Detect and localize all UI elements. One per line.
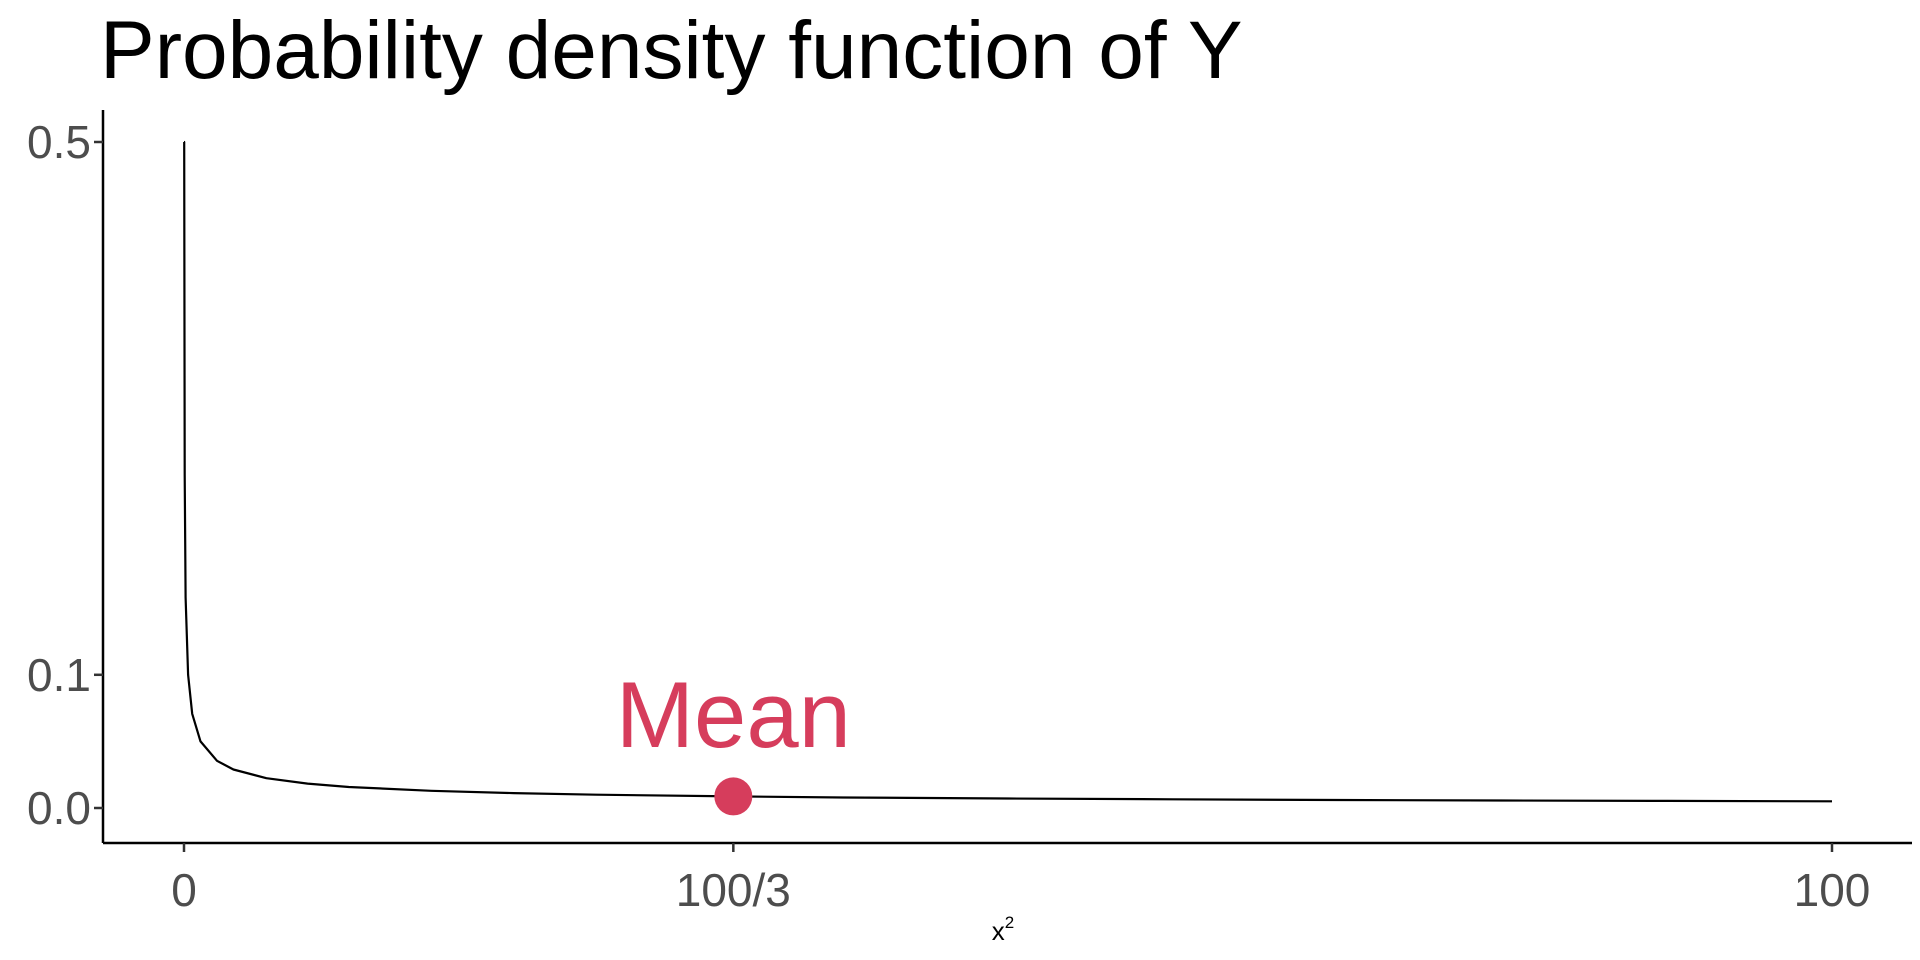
plot-area: 0.0 0.1 0.5 0 100/3 100 Mean [27,110,1912,916]
chart-title: Probability density function of Y [100,5,1243,96]
x-tick-label-1: 100/3 [676,864,791,916]
y-tick-label-0: 0.0 [27,782,91,834]
y-tick-label-2: 0.5 [27,116,91,168]
x-axis-label-base: x [992,916,1005,946]
x-axis-label: x2 [992,913,1014,946]
x-tick-label-2: 100 [1794,864,1871,916]
x-tick-label-0: 0 [171,864,197,916]
density-line-0 [183,140,1833,803]
mean-point-0 [714,777,753,816]
mean-annotation-0: Mean [616,662,851,767]
y-tick-label-1: 0.1 [27,649,91,701]
x-axis-label-superscript: 2 [1005,913,1014,932]
